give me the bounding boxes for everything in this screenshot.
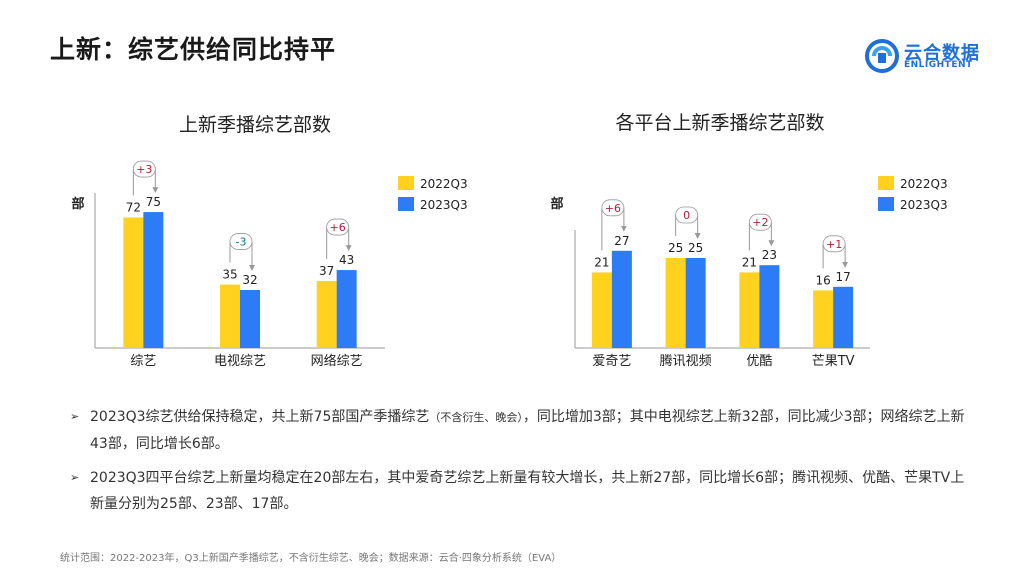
chart-1-change-label: +3 <box>136 163 152 176</box>
chart-1-data-label: 72 <box>126 201 141 215</box>
chart-2-data-label: 16 <box>815 273 830 287</box>
chart-2-data-label: 25 <box>688 241 703 255</box>
chart-1-legend-label: 2023Q3 <box>420 198 468 212</box>
chart-2-category-label: 芒果TV <box>812 353 855 369</box>
chart-1-data-label: 37 <box>319 264 334 278</box>
chart-1-category-label: 网络综艺 <box>311 353 363 369</box>
chart-1-bar-2022 <box>316 280 337 348</box>
chart-2-data-label: 17 <box>835 270 850 284</box>
bullet-1: ➢ 2023Q3综艺供给保持稳定，共上新75部国产季播综艺（不含衍生、晚会），同… <box>70 404 970 457</box>
chart-2-bar-2022 <box>591 272 612 348</box>
footnote: 统计范围：2022-2023年，Q3上新国产季播综艺，不含衍生综艺、晚会；数据来… <box>60 553 562 564</box>
chart-2-data-label: 27 <box>614 234 629 248</box>
chart-2-bar-2022 <box>739 272 760 348</box>
chart-1-legend-swatch <box>398 176 414 190</box>
chart-2-bar-2022 <box>665 258 686 348</box>
chart-2-legend-label: 2023Q3 <box>900 198 948 212</box>
chart-2-bar-2023 <box>833 286 854 348</box>
chart-1-category-label: 综艺 <box>130 354 156 369</box>
bullet-1-text: 2023Q3综艺供给保持稳定，共上新75部国产季播综艺 <box>90 409 430 425</box>
logo-name: 云合数据 <box>904 43 980 64</box>
chart-2-data-label: 25 <box>668 241 683 255</box>
chart-1-legend-swatch <box>398 197 414 211</box>
chart-1-change-label: -3 <box>236 236 247 249</box>
chart-1-change-badge <box>229 233 253 250</box>
bullet-1-note: （不含衍生、晚会） <box>429 411 523 424</box>
chart-2-bar-2023 <box>611 250 632 348</box>
chart-2-bar-2023 <box>759 265 780 348</box>
chart-2-legend-label: 2022Q3 <box>900 177 948 191</box>
chart-1-category-label: 电视综艺 <box>214 354 266 369</box>
bullet-2: ➢ 2023Q3四平台综艺上新量均稳定在20部左右，其中爱奇艺综艺上新量有较大增… <box>70 465 970 517</box>
arrow-right-icon: ➢ <box>70 410 80 423</box>
chart-2-data-label: 23 <box>762 248 777 262</box>
chart-2-category-label: 优酷 <box>746 354 772 369</box>
chart-2-y-axis-label: 部 <box>550 196 563 212</box>
chart-2-change-label: +2 <box>752 216 768 229</box>
chart-1-legend-label: 2022Q3 <box>420 177 468 191</box>
chart-2-category-label: 爱奇艺 <box>592 353 631 369</box>
chart-1-data-label: 43 <box>339 253 354 267</box>
chart-1-data-label: 75 <box>146 195 161 209</box>
chart-2-change-label: 0 <box>683 209 690 222</box>
chart-1-data-label: 32 <box>242 273 257 287</box>
chart-2-change-label: +1 <box>826 238 842 251</box>
chart-2-change-badge <box>601 199 625 217</box>
chart-2-data-label: 21 <box>742 255 757 269</box>
bullet-1-text-end: ，同比增加3部；其中电视综艺上新32部，同比减少3部；网络综艺上新43部，同比增… <box>90 409 965 452</box>
chart-title-right: 各平台上新季播综艺部数 <box>615 112 825 134</box>
summary-bullets: ➢ 2023Q3综艺供给保持稳定，共上新75部国产季播综艺（不含衍生、晚会），同… <box>70 404 970 525</box>
chart-2-data-label: 21 <box>594 255 609 269</box>
chart-1-bar-2022 <box>220 284 240 348</box>
chart-1-change-badge <box>132 160 156 178</box>
bullet-2-text: 2023Q3四平台综艺上新量均稳定在20部左右，其中爱奇艺综艺上新量有较大增长，… <box>90 470 965 512</box>
brand-logo: 云合数据 ENLIGHTENT <box>864 38 994 74</box>
chart-2-legend-swatch <box>878 176 894 190</box>
chart-1-bar-2023 <box>336 270 357 348</box>
chart-1-data-label: 35 <box>222 268 237 282</box>
chart-2-change-badge <box>675 206 699 224</box>
arrow-right-icon: ➢ <box>70 471 80 484</box>
bar-charts: 部 2022Q3 2023Q3 72 75 综艺 +3 35 32 电视综艺 -3 37 43 网络综艺 +… <box>71 160 948 369</box>
chart-1-bar-2023 <box>240 290 260 348</box>
chart-2-bar-2023 <box>685 258 706 348</box>
chart-1-change-label: +6 <box>330 221 346 234</box>
chart-1-change-badge <box>326 218 350 236</box>
chart-2-category-label: 腾讯视频 <box>660 353 712 369</box>
chart-2-bar-2022 <box>813 290 834 348</box>
chart-1-bar-2023 <box>143 212 164 348</box>
chart-1-bar-2022 <box>123 217 144 348</box>
logo-subtitle: ENLIGHTENT <box>904 60 973 70</box>
chart-2-change-badge <box>748 213 772 231</box>
chart-1-y-axis-label: 部 <box>71 196 84 212</box>
chart-2-change-label: +6 <box>605 202 621 215</box>
enlightent-logo-icon <box>865 39 899 73</box>
page-title: 上新：综艺供给同比持平 <box>50 35 337 64</box>
chart-2-change-badge <box>822 235 846 253</box>
chart-title-left: 上新季播综艺部数 <box>178 114 331 136</box>
chart-2-legend-swatch <box>878 197 894 211</box>
